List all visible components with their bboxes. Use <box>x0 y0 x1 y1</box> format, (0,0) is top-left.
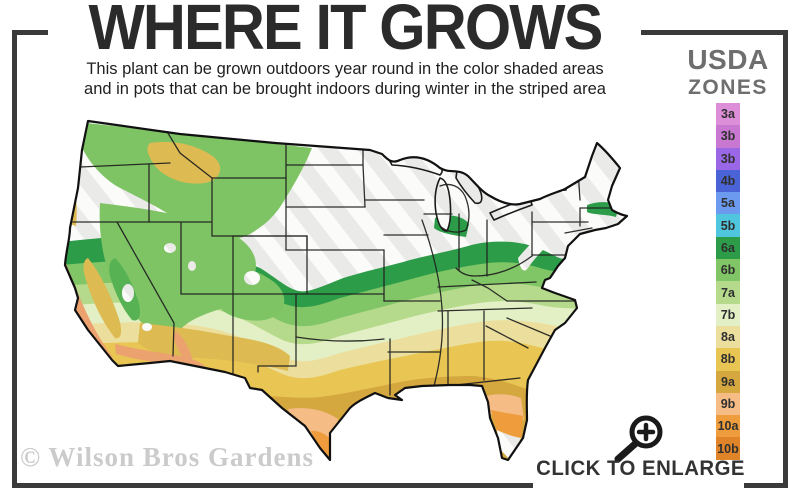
legend-zone-swatch: 5a <box>716 192 740 215</box>
usda-zones-legend: 3a 3b 3b 4b 5a 5b 6a 6b 7a 7b 8a 8b 9a 9b 10a 10b <box>716 103 740 460</box>
legend-zone-swatch: 4b <box>716 169 740 193</box>
subtitle: This plant can be grown outdoors year ro… <box>30 60 660 99</box>
legend-zone-swatch: 8b <box>716 348 740 371</box>
frame-border-top-right <box>641 30 788 35</box>
click-to-enlarge-button[interactable]: CLICK TO ENLARGE <box>536 457 746 480</box>
legend-zone-swatch: 3a <box>716 103 740 126</box>
legend-zone-swatch: 7a <box>716 281 740 304</box>
legend-zone-swatch: 3b <box>716 125 740 148</box>
legend-zone-swatch: 9b <box>716 392 740 416</box>
usa-zone-map[interactable] <box>20 108 680 468</box>
watermark: © Wilson Bros Gardens <box>20 442 314 472</box>
legend-zone-swatch: 8a <box>716 325 740 349</box>
subtitle-line-2: and in pots that can be brought indoors … <box>84 79 606 98</box>
page-title: WHERE IT GROWS <box>88 0 604 63</box>
frame-border-bottom-right <box>744 483 788 488</box>
frame-border-bottom-left <box>12 483 533 488</box>
subtitle-line-1: This plant can be grown outdoors year ro… <box>86 60 604 78</box>
legend-title-usda: USDA <box>687 44 769 75</box>
legend-zone-swatch: 3b <box>716 147 740 170</box>
legend-title: USDA ZONES <box>672 44 784 99</box>
legend-zone-swatch: 7b <box>716 303 740 326</box>
frame-border-right <box>783 30 788 488</box>
legend-title-zones: ZONES <box>688 76 768 99</box>
frame-border-left <box>12 30 17 488</box>
legend-zone-swatch: 5b <box>716 214 740 237</box>
legend-zone-swatch: 6a <box>716 236 740 260</box>
frame-border-top-left <box>12 30 48 35</box>
magnifier-plus-icon[interactable] <box>608 408 670 466</box>
legend-zone-swatch: 9a <box>716 370 740 393</box>
legend-zone-swatch: 6b <box>716 259 740 282</box>
legend-zone-swatch: 10b <box>716 437 740 460</box>
legend-zone-swatch: 10a <box>716 415 740 438</box>
